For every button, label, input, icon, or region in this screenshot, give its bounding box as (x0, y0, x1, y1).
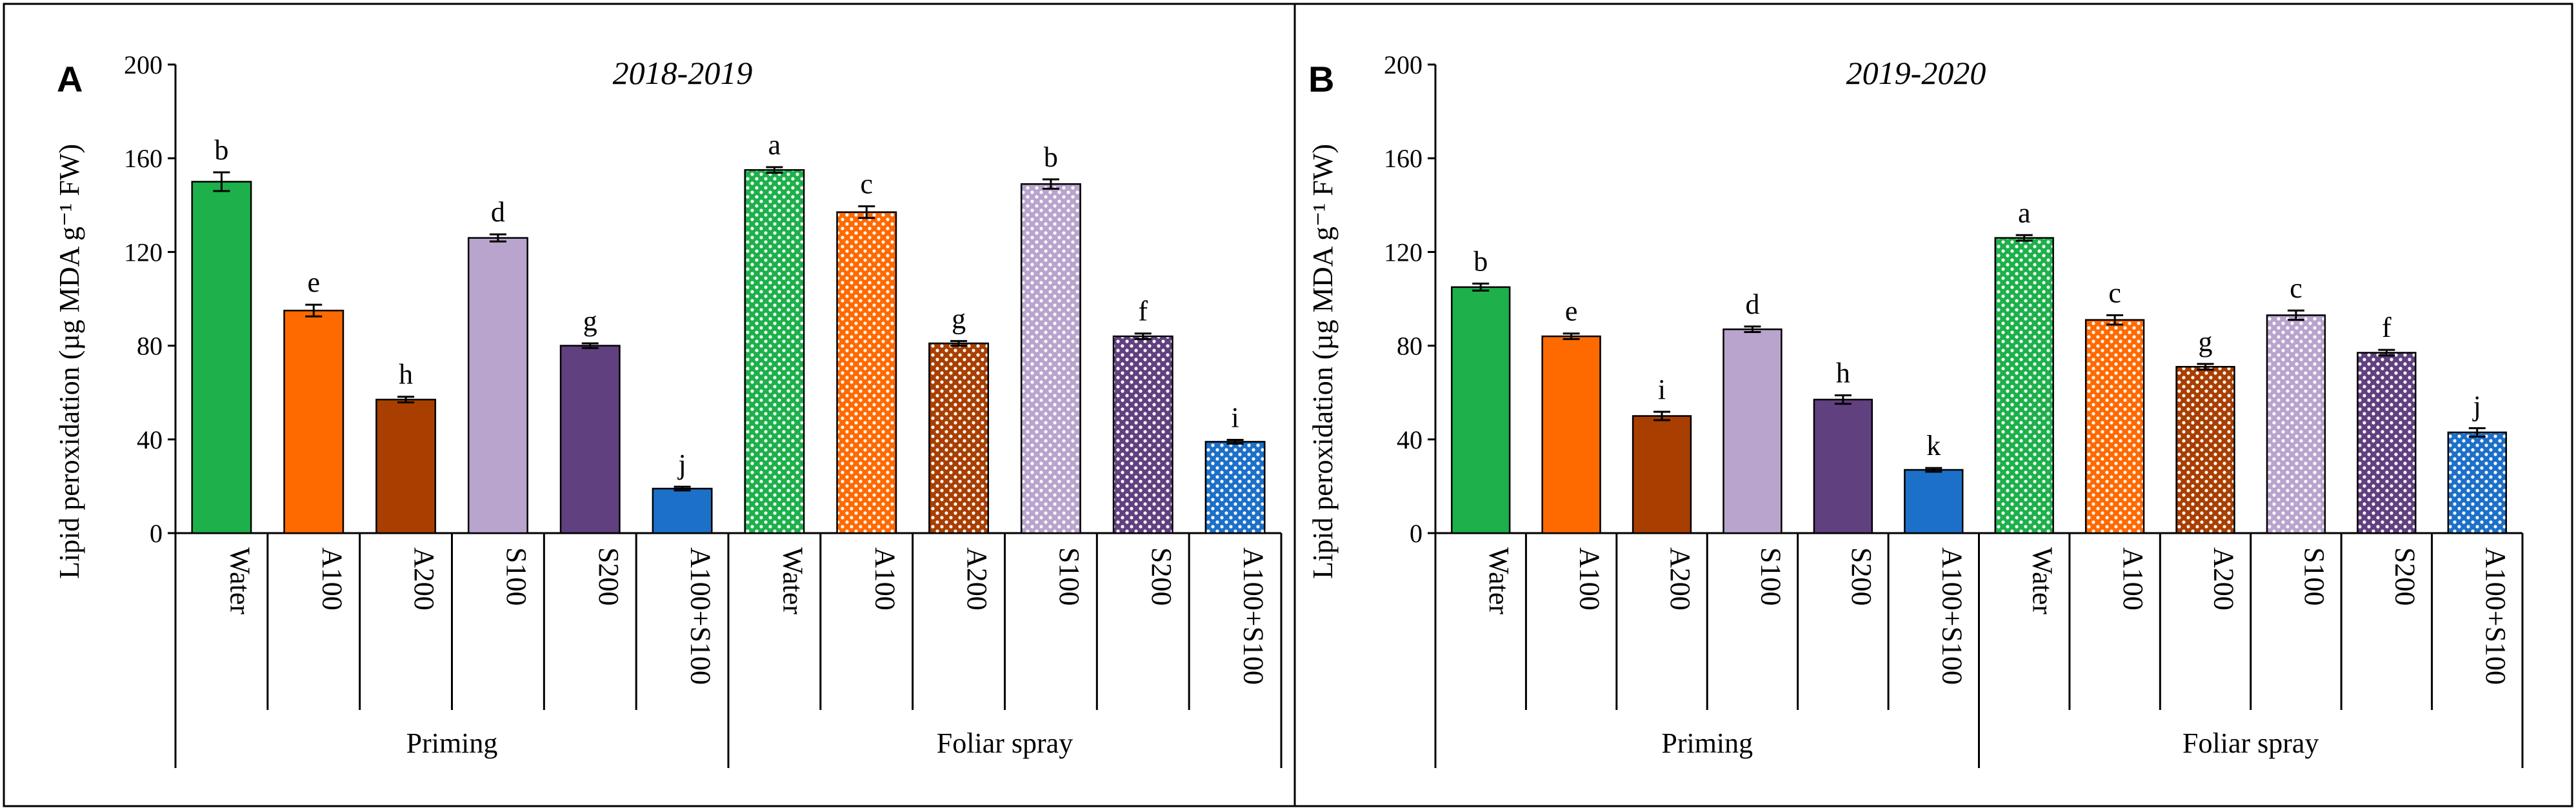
significance-letter: i (1658, 374, 1666, 405)
category-label: S200 (593, 547, 624, 605)
panel-letter-b: B (1308, 59, 1334, 99)
category-label: A100 (869, 547, 901, 611)
group-label: Foliar spray (2182, 727, 2319, 759)
bar (1112, 335, 1173, 534)
y-axis-label-a: Lipid peroxidation (µg MDA g⁻¹ FW) (54, 144, 85, 579)
category-label: Water (2027, 547, 2059, 614)
panel-title-b: 2019-2020 (1846, 55, 1986, 91)
significance-letter: g (2199, 326, 2213, 358)
y-tick-label: 160 (1384, 144, 1423, 173)
significance-letter: j (2472, 390, 2481, 421)
category-label: A200 (961, 547, 993, 611)
significance-letter: i (1231, 402, 1239, 434)
bar (283, 309, 344, 534)
group-label: Priming (1661, 727, 1753, 759)
bar (467, 237, 528, 534)
y-axis-label-b: Lipid peroxidation (µg MDA g⁻¹ FW) (1307, 144, 1339, 579)
category-label: S200 (2389, 547, 2421, 605)
category-label: A100+S100 (1238, 547, 1270, 685)
significance-letter: c (860, 168, 873, 200)
category-label: A100+S100 (685, 547, 717, 685)
significance-letter: h (1836, 358, 1850, 389)
bar (2266, 314, 2326, 534)
category-label: A100 (316, 547, 348, 611)
bar (744, 169, 805, 534)
y-tick-label: 80 (1397, 332, 1423, 361)
category-label: S200 (1846, 547, 1877, 605)
bar (928, 342, 990, 534)
category-label: Water (1483, 547, 1515, 614)
significance-letter: c (2290, 272, 2302, 304)
significance-letter: b (1044, 141, 1058, 173)
significance-letter: d (491, 196, 505, 228)
bar (652, 487, 713, 534)
category-label: A100 (2117, 547, 2149, 611)
group-label: Priming (406, 727, 498, 759)
bar (1541, 335, 1601, 534)
bar (1722, 328, 1782, 534)
panel-title-a: 2018-2019 (613, 55, 753, 91)
y-tick-label: 200 (124, 50, 163, 79)
y-tick-label: 40 (1397, 425, 1423, 454)
panel-b: B 2019-2020 Lipid peroxidation (µg MDA g… (1307, 50, 2524, 768)
significance-letter: a (2018, 197, 2031, 228)
category-label: A200 (2208, 547, 2240, 611)
significance-letter: h (399, 359, 413, 390)
category-label: S100 (501, 547, 532, 605)
category-label: S200 (1146, 547, 1177, 605)
panel-letter-a: A (57, 59, 83, 99)
y-tick-label: 120 (124, 238, 163, 267)
y-tick-label: 80 (137, 332, 163, 361)
y-tick-label: 40 (137, 425, 163, 454)
category-label: S100 (1755, 547, 1786, 605)
significance-letter: c (2108, 277, 2121, 309)
significance-letter: g (952, 303, 966, 334)
significance-letter: d (1745, 289, 1759, 320)
significance-letter: e (307, 267, 320, 298)
category-label: S100 (2299, 547, 2330, 605)
significance-letter: k (1926, 430, 1941, 461)
category-label: A200 (408, 547, 440, 611)
category-label: S100 (1053, 547, 1085, 605)
significance-letter: e (1565, 296, 1578, 327)
figure-frame (3, 3, 2573, 807)
category-label: Water (224, 547, 255, 614)
bar (1994, 237, 2054, 534)
bar (1813, 398, 1873, 534)
panel-a: A 2018-2019 Lipid peroxidation (µg MDA g… (54, 50, 1283, 768)
bar (559, 345, 621, 534)
bar (2175, 366, 2235, 534)
significance-letter: j (677, 449, 686, 480)
bar (2084, 319, 2145, 534)
category-label: Water (777, 547, 808, 614)
bar (836, 211, 897, 534)
y-tick-label: 0 (150, 519, 163, 548)
bar (1904, 469, 1964, 534)
y-tick-label: 160 (124, 144, 163, 173)
y-tick-label: 0 (1410, 519, 1423, 548)
bar (2447, 431, 2507, 534)
category-label: A200 (1664, 547, 1696, 611)
category-label: A100+S100 (2480, 547, 2511, 685)
y-tick-label: 200 (1384, 50, 1423, 79)
significance-letter: b (1473, 245, 1488, 277)
group-label: Foliar spray (937, 727, 1073, 759)
bar (1204, 441, 1266, 534)
bar (375, 398, 437, 534)
bar (1451, 286, 1511, 534)
bar (191, 181, 252, 534)
bar (1020, 183, 1081, 534)
significance-letter: g (583, 305, 597, 337)
bar (2357, 352, 2417, 534)
significance-letter: a (768, 129, 781, 161)
bar (1632, 415, 1692, 534)
significance-letter: b (214, 134, 228, 166)
significance-letter: f (2382, 312, 2391, 343)
category-label: A100 (1574, 547, 1606, 611)
category-label: A100+S100 (1936, 547, 1968, 685)
significance-letter: f (1138, 296, 1148, 327)
y-tick-label: 120 (1384, 238, 1423, 267)
